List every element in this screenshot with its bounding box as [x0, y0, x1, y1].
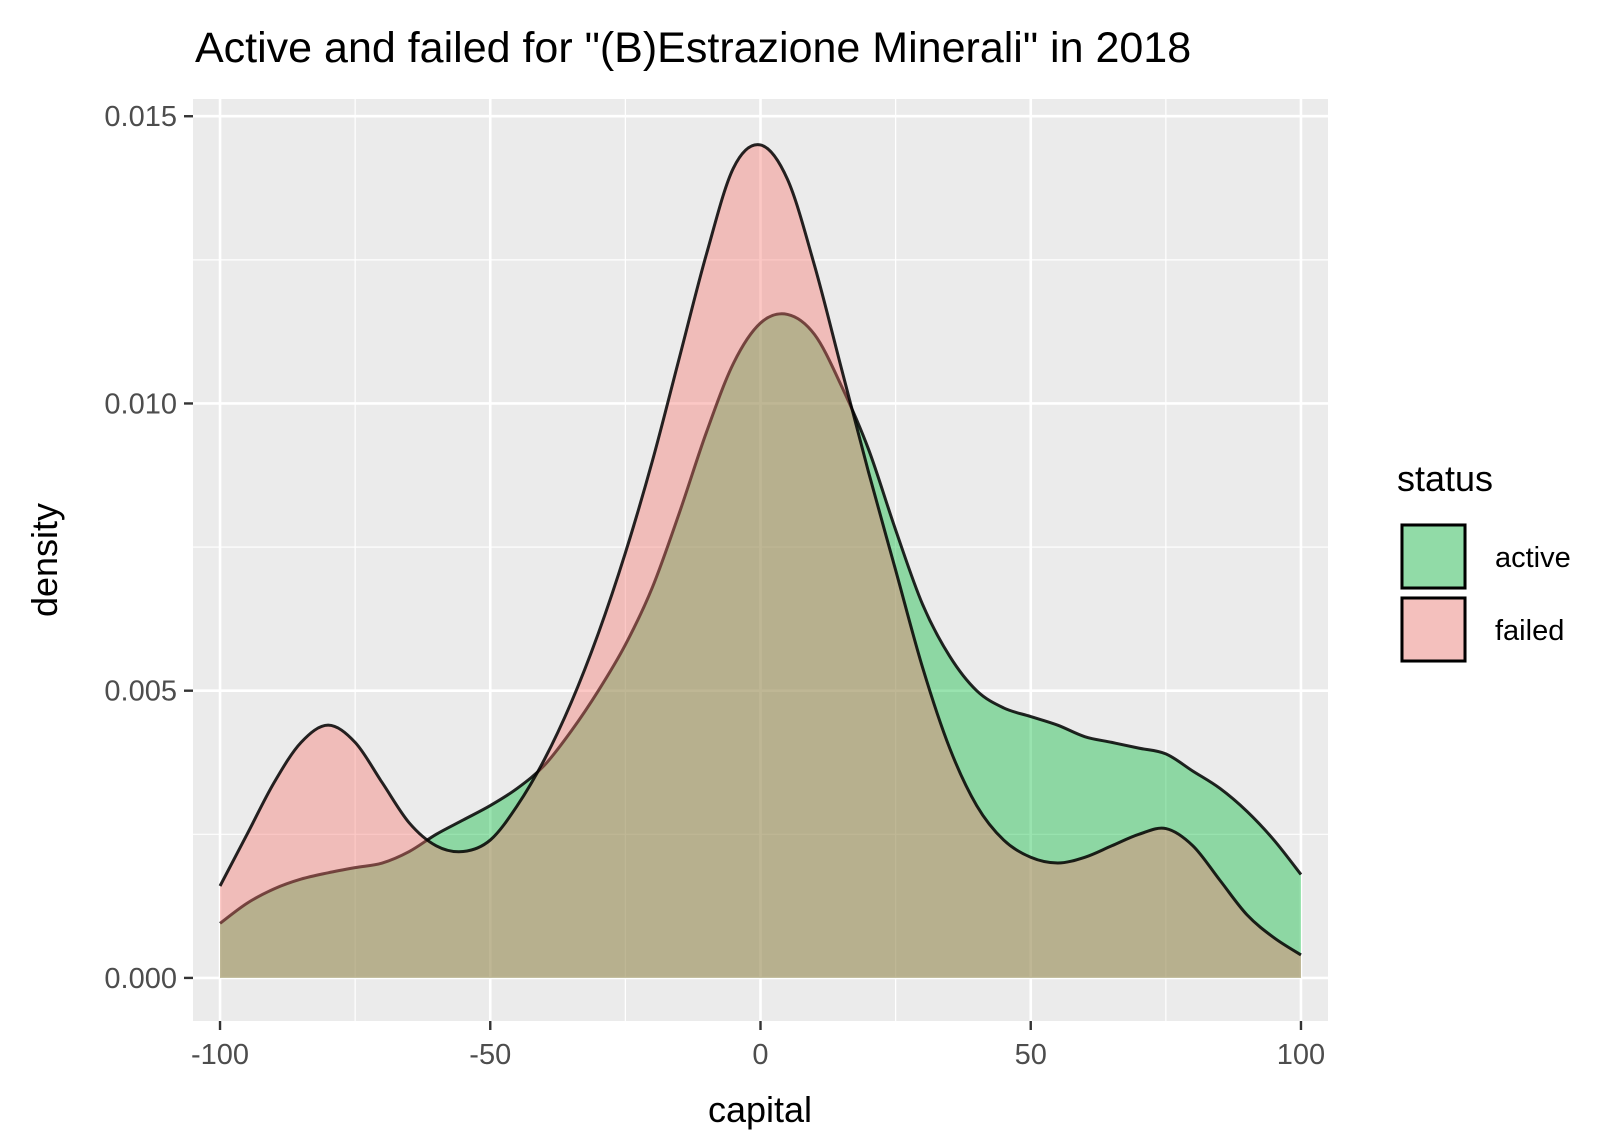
line-active — [219, 312, 1303, 925]
legend-key-active — [1400, 523, 1467, 590]
legend-swatch-failed — [1400, 596, 1467, 663]
area-active — [220, 313, 1301, 978]
legend-key-failed — [1400, 596, 1467, 663]
legend: status active failed — [1397, 458, 1571, 663]
legend-label-failed: failed — [1495, 615, 1564, 647]
x-tick-label: -50 — [469, 1039, 511, 1071]
x-tick-label: 100 — [1277, 1039, 1325, 1071]
legend-swatch-active — [1400, 523, 1467, 590]
legend-items: active failed — [1400, 523, 1571, 663]
line-failed — [218, 143, 1302, 957]
x-tick-label: 0 — [752, 1039, 768, 1071]
y-axis-label: density — [24, 503, 65, 617]
y-tick-label: 0.000 — [104, 963, 177, 995]
legend-title: status — [1397, 458, 1493, 499]
x-axis-label: capital — [708, 1089, 812, 1130]
x-tick-label: -100 — [191, 1039, 249, 1071]
density-areas — [218, 143, 1303, 978]
y-tick-label: 0.010 — [104, 388, 177, 420]
y-tick-label: 0.015 — [104, 101, 177, 133]
x-tick-label: 50 — [1015, 1039, 1047, 1071]
legend-label-active: active — [1495, 542, 1571, 574]
area-failed — [220, 144, 1301, 978]
y-tick-label: 0.005 — [104, 676, 177, 708]
chart-title: Active and failed for "(B)Estrazione Min… — [195, 24, 1191, 72]
axes: -100 -50 0 50 100 0.000 0.005 0.010 0.015 — [104, 101, 1325, 1071]
grid-major — [193, 99, 1328, 1021]
